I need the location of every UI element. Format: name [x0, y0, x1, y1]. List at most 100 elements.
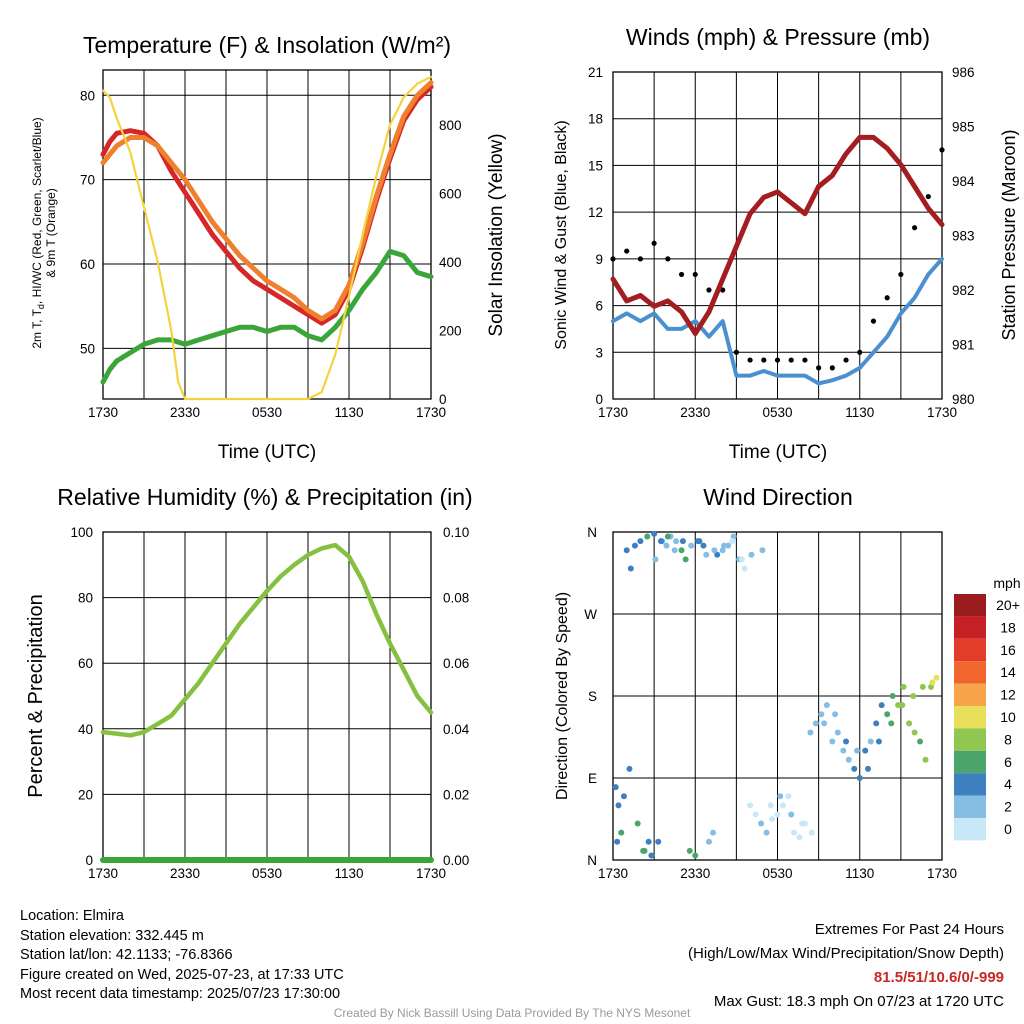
legend-swatch	[954, 773, 986, 796]
direction-point	[615, 802, 622, 809]
wind-xtick-label: 1130	[845, 405, 874, 420]
dir-ytick-label: N	[587, 853, 597, 868]
direction-point	[651, 530, 658, 537]
gust-point	[857, 349, 863, 355]
direction-point	[808, 829, 815, 836]
direction-point	[637, 538, 644, 545]
legend-label: 0	[1004, 821, 1012, 837]
gust-point	[843, 357, 849, 363]
direction-point	[626, 765, 633, 772]
direction-point	[657, 538, 664, 545]
legend-label: 20+	[996, 597, 1020, 613]
recent-text: Most recent data timestamp: 2025/07/23 1…	[20, 986, 341, 1003]
insolation-ytick-label: 800	[439, 118, 462, 133]
legend-label: 12	[1000, 687, 1016, 703]
legend-swatch	[954, 728, 986, 751]
legend-swatch	[954, 706, 986, 729]
direction-point	[730, 533, 737, 540]
direction-point	[634, 820, 641, 827]
legend-title: mph	[993, 575, 1020, 591]
wind-ylabel-right: Station Pressure (Maroon)	[999, 129, 1019, 340]
direction-point	[873, 720, 880, 727]
rh-xtick-label: 0530	[252, 866, 282, 881]
precip-ytick-label: 0.10	[443, 525, 469, 540]
direction-point	[671, 547, 678, 554]
wind-ytick-label: 9	[595, 252, 603, 267]
direction-point	[867, 738, 874, 745]
rh-ylabel-left: Percent & Precipitation	[25, 594, 47, 797]
direction-point	[678, 547, 685, 554]
direction-point	[878, 702, 885, 709]
wind-title: Winds (mph) & Pressure (mb)	[626, 24, 930, 50]
insolation-ytick-label: 400	[439, 255, 462, 270]
pressure-ytick-label: 980	[952, 392, 975, 407]
pressure-ytick-label: 982	[952, 283, 975, 298]
direction-point	[933, 674, 940, 681]
direction-point	[758, 820, 765, 827]
dir-frame	[612, 531, 943, 861]
gust-point	[884, 295, 890, 301]
direction-point	[747, 802, 754, 809]
direction-point	[843, 738, 850, 745]
extremes-block: Extremes For Past 24 Hours (High/Low/Max…	[688, 918, 1004, 1014]
max-gust-text: Max Gust: 18.3 mph On 07/23 at 1720 UTC	[713, 993, 1004, 1010]
created-text: Figure created on Wed, 2025-07-23, at 17…	[20, 966, 344, 983]
temp-ylabel-left: 2m T, Td, HI/WC (Red, Green, Scarlet/Blu…	[30, 117, 58, 348]
dir-xtick-label: 2330	[680, 866, 710, 881]
gust-point	[651, 240, 657, 246]
direction-point	[785, 793, 792, 800]
temp-ylabel-right: Solar Insolation (Yellow)	[486, 133, 507, 336]
direction-point	[769, 816, 776, 822]
insolation-ytick-label: 200	[439, 323, 462, 338]
rh-xtick-label: 1130	[334, 866, 363, 881]
rh-xtick-label: 2330	[170, 866, 200, 881]
gust-point	[761, 357, 767, 363]
temp-xtick-label: 1730	[88, 405, 118, 420]
direction-point	[823, 702, 830, 709]
direction-point	[911, 729, 918, 736]
pressure-ytick-label: 984	[952, 174, 975, 189]
direction-point	[640, 847, 647, 854]
direction-point	[694, 538, 701, 545]
temp-xtick-label: 1130	[334, 405, 363, 420]
gust-point	[911, 225, 918, 231]
precip-ytick-label: 0.02	[443, 787, 469, 802]
temp-xtick-label: 2330	[170, 405, 200, 420]
gust-point	[788, 357, 794, 363]
temp-frame	[102, 69, 432, 400]
direction-point	[652, 556, 659, 563]
pressure-ytick-label: 981	[952, 338, 975, 353]
temp-9m-series	[100, 80, 434, 322]
direction-point	[818, 711, 825, 718]
wind-ytick-label: 21	[588, 65, 603, 80]
wind-xlabel: Time (UTC)	[729, 442, 828, 463]
direction-point	[612, 784, 619, 791]
direction-point	[748, 551, 755, 558]
gust-point	[733, 349, 739, 355]
gust-point	[678, 271, 685, 278]
legend-swatch	[954, 616, 986, 639]
direction-point	[686, 847, 693, 854]
wind-xtick-label: 2330	[680, 405, 710, 420]
credit-text: Created By Nick Bassill Using Data Provi…	[333, 1006, 691, 1020]
gust-point	[802, 357, 808, 363]
direction-point	[714, 551, 721, 558]
wind-ytick-label: 6	[595, 299, 603, 314]
legend-label: 2	[1004, 799, 1012, 815]
wind-xtick-label: 1730	[598, 405, 628, 420]
pressure-ytick-label: 986	[952, 65, 975, 80]
svg-text:& 9m T (Orange): & 9m T (Orange)	[44, 188, 58, 278]
direction-point	[627, 565, 634, 572]
gust-point	[925, 193, 931, 200]
gust-point	[665, 256, 671, 262]
wind-ytick-label: 3	[595, 345, 603, 360]
direction-point	[928, 683, 935, 690]
pressure-ytick-label: 983	[952, 229, 975, 244]
dir-xtick-label: 1730	[598, 866, 628, 881]
direction-point	[759, 547, 766, 554]
direction-point	[682, 556, 689, 563]
svg-text:2m T, Td, HI/WC (Red, Green, S: 2m T, Td, HI/WC (Red, Green, Scarlet/Blu…	[30, 117, 46, 348]
direction-point	[845, 756, 852, 763]
temp-title: Temperature (F) & Insolation (W/m²)	[83, 32, 451, 58]
direction-point	[752, 811, 759, 818]
